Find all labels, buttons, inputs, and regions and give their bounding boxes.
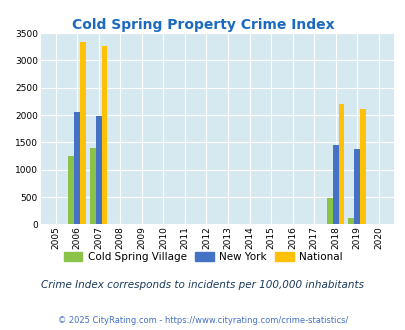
Bar [96,116,101,224]
Legend: Cold Spring Village, New York, National: Cold Spring Village, New York, National [59,248,346,266]
Bar [80,42,86,224]
Bar [74,112,80,224]
Bar [359,109,365,224]
Bar [354,149,359,224]
Bar [338,104,343,224]
Text: Cold Spring Property Crime Index: Cold Spring Property Crime Index [72,18,333,32]
Bar [68,156,74,224]
Text: © 2025 CityRating.com - https://www.cityrating.com/crime-statistics/: © 2025 CityRating.com - https://www.city… [58,315,347,325]
Bar [332,145,338,224]
Bar [326,198,332,224]
Bar [347,218,354,224]
Bar [101,46,107,224]
Bar [90,148,96,224]
Text: Crime Index corresponds to incidents per 100,000 inhabitants: Crime Index corresponds to incidents per… [41,280,364,290]
